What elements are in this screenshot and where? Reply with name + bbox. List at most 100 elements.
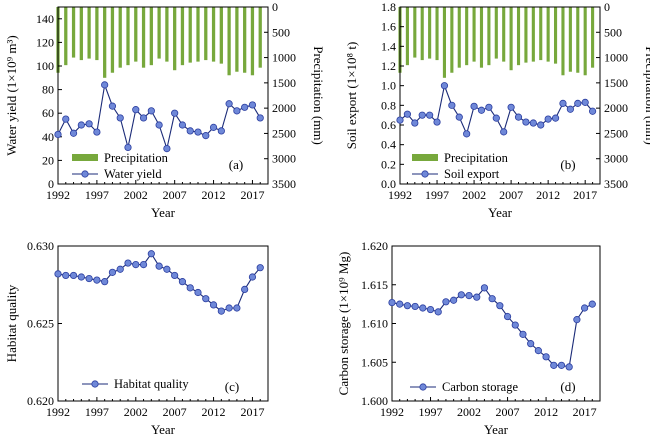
data-point (473, 293, 481, 301)
data-point (440, 82, 449, 90)
data-point (455, 113, 463, 121)
y2-tick-label: 3500 (604, 177, 628, 191)
legend-swatch-bar (72, 154, 98, 161)
data-point (411, 302, 419, 311)
x-tick-label: 2017 (240, 405, 264, 419)
x-tick-label: 1992 (380, 405, 404, 419)
y-tick-label: 100 (36, 59, 54, 73)
y2-axis-label: Precipitation (mm) (311, 46, 326, 145)
data-point (477, 106, 486, 114)
y2-tick-label: 2500 (604, 126, 628, 140)
x-tick-label: 2012 (534, 405, 558, 419)
data-point (537, 121, 545, 129)
precipitation-bar (118, 7, 122, 68)
precipitation-bar (524, 7, 528, 63)
data-point (202, 295, 210, 303)
legend-swatch-marker (81, 170, 89, 178)
data-point (248, 273, 257, 281)
y2-tick-label: 1500 (604, 76, 628, 90)
y-tick-label: 0.2 (381, 157, 396, 171)
data-point (69, 129, 78, 137)
legend: Precipitation Water yield (72, 151, 169, 181)
chart-panel-4: 1992 1997 2002 2007 2012 2017 Year 1.600 1.605 1.… (336, 239, 601, 437)
y-tick-label: 20 (42, 153, 54, 167)
precipitation-bar (457, 7, 461, 68)
data-point (426, 111, 434, 119)
data-point (581, 98, 589, 106)
panel-label: (b) (560, 157, 575, 172)
data-point (124, 143, 132, 152)
data-point (550, 361, 558, 369)
data-point (511, 321, 519, 329)
x-tick-label: 2017 (573, 405, 597, 419)
x-tick-label: 2012 (536, 188, 560, 202)
legend-label: Habitat quality (114, 377, 189, 391)
y-tick-label: 1.600 (361, 394, 388, 408)
data-point (396, 300, 404, 308)
data-point (163, 265, 171, 273)
y-axis-label: Habitat quality (4, 284, 19, 362)
precipitation-bar (509, 7, 513, 71)
data-point (403, 302, 412, 310)
data-point (496, 302, 504, 310)
precipitation-bar (516, 7, 521, 66)
precipitation-bar (465, 7, 469, 66)
data-point (565, 363, 573, 371)
data-point (527, 340, 535, 348)
precipitation-bar (539, 7, 543, 61)
y-tick-label: 1.4 (381, 39, 396, 53)
data-point (580, 304, 589, 312)
y-tick-label: 1.610 (361, 317, 388, 331)
precipitation-bar (472, 7, 476, 62)
data-point (116, 265, 124, 273)
x-axis-label: Year (151, 422, 176, 437)
data-point (139, 114, 148, 122)
data-point (194, 288, 202, 297)
data-point (448, 101, 456, 109)
data-point (163, 145, 171, 153)
series-line (57, 252, 261, 312)
data-point (116, 114, 124, 122)
data-point (457, 291, 465, 299)
x-tick-label: 1997 (425, 188, 449, 202)
data-point (101, 81, 109, 89)
data-point (492, 114, 500, 122)
precipitation-bar (479, 7, 484, 68)
data-point (225, 304, 233, 312)
chart-panel-2: 1992 1997 2002 2007 2012 2017 Year 0.0 0.2 0.4 0.6… (344, 0, 650, 220)
precipitation-bar (413, 7, 417, 58)
data-point (465, 291, 473, 300)
precipitation-bar (79, 7, 83, 61)
data-point (522, 118, 530, 126)
precipitation-bar (576, 7, 580, 73)
y2-tick-label: 1000 (272, 51, 296, 65)
data-point (514, 113, 523, 121)
legend-label: Precipitation (444, 151, 509, 165)
y-tick-label: 0.0 (381, 177, 396, 191)
plot-frame (57, 6, 269, 185)
data-point (557, 361, 566, 369)
data-point (544, 115, 552, 123)
precipitation-bar (211, 7, 216, 62)
data-point (529, 119, 537, 127)
data-point (256, 114, 264, 122)
data-point (488, 295, 496, 303)
y-tick-label: 140 (36, 12, 54, 26)
precipitation-bar (141, 7, 146, 68)
x-tick-label: 2007 (163, 405, 187, 419)
data-point (186, 127, 194, 135)
data-point (209, 301, 218, 309)
precipitation-bar (204, 7, 208, 61)
plot-frame (391, 245, 601, 402)
y-tick-label: 0.4 (381, 138, 396, 152)
y2-tick-label: 1000 (604, 51, 628, 65)
data-point (248, 101, 257, 109)
y-tick-label: 80 (42, 83, 54, 97)
precipitation-bar (126, 7, 130, 66)
data-point (77, 273, 85, 281)
precipitation-bar (583, 7, 587, 76)
x-tick-label: 2002 (124, 188, 148, 202)
y-tick-label: 0.630 (27, 239, 54, 253)
data-point (503, 312, 512, 321)
